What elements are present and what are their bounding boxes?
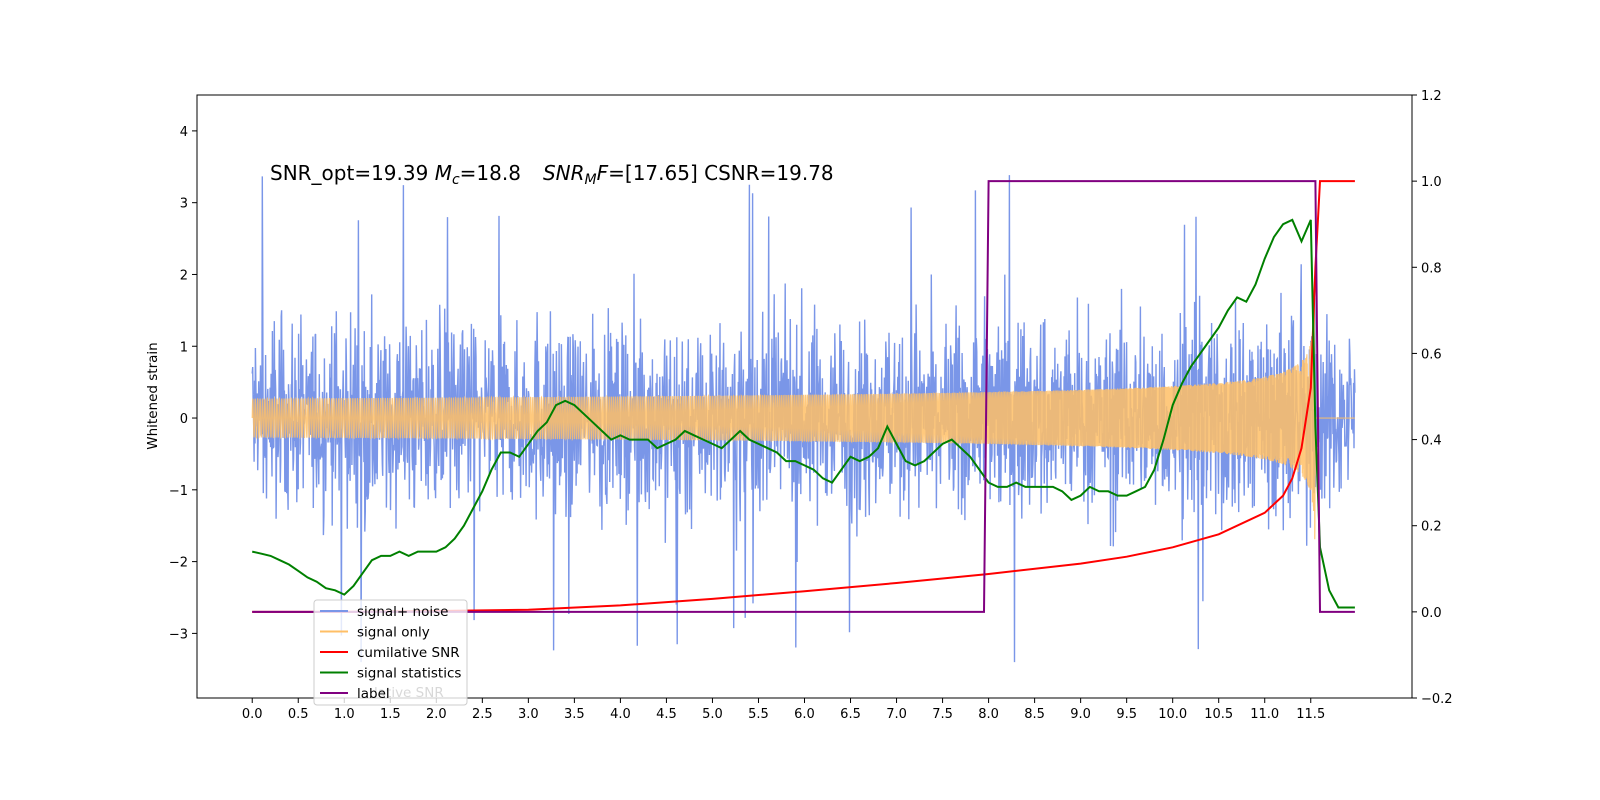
x-tick-label: 0.0 xyxy=(242,707,263,722)
x-tick-label: 6.0 xyxy=(794,707,815,722)
y-right-tick-label: 0.2 xyxy=(1421,520,1442,535)
annotation-mf-tail: F xyxy=(597,161,609,185)
annotation-mc-symbol: M xyxy=(435,161,452,185)
series-signal-only xyxy=(251,303,1355,540)
x-tick-label: 10.0 xyxy=(1158,707,1187,722)
x-tick-label: 3.0 xyxy=(518,707,539,722)
x-tick-label: 3.5 xyxy=(564,707,585,722)
annotation-mf-symbol: SNR xyxy=(543,161,585,185)
x-tick-label: 4.5 xyxy=(656,707,677,722)
y-right-tick-label: 1.2 xyxy=(1421,89,1442,104)
x-tick-label: 2.0 xyxy=(426,707,447,722)
legend-entry-label: label xyxy=(357,686,390,702)
series-label xyxy=(252,180,1355,613)
y-left-tick-label: −1 xyxy=(169,484,188,499)
annotation-mf-sub: M xyxy=(585,172,597,188)
annotation-mc-sub: c xyxy=(452,172,460,188)
y-left-tick-label: 0 xyxy=(180,412,188,427)
x-tick-label: 5.5 xyxy=(748,707,769,722)
legend-entry-label: cumilative SNR xyxy=(357,645,460,661)
y-right-tick-label: 0.6 xyxy=(1421,347,1442,362)
y-left-tick-label: −2 xyxy=(169,556,188,571)
y-right-tick-label: 1.0 xyxy=(1421,175,1442,190)
annotation-prefix: SNR_opt=19.39 xyxy=(270,161,435,185)
y-axis-left: −3 −2 −1 0 1 2 3 4 xyxy=(169,125,197,642)
series-layer xyxy=(251,175,1356,663)
x-tick-label: 2.5 xyxy=(472,707,493,722)
x-tick-label: 9.5 xyxy=(1116,707,1137,722)
y-left-tick-label: 4 xyxy=(180,125,188,140)
x-tick-label: 6.5 xyxy=(840,707,861,722)
chart-annotation: SNR_opt=19.39 Mc=18.8 SNRMF=[17.65] CSNR=… xyxy=(270,161,834,188)
legend-box xyxy=(313,599,468,706)
x-tick-label: 7.0 xyxy=(886,707,907,722)
x-tick-label: 7.5 xyxy=(932,707,953,722)
x-tick-label: 9.0 xyxy=(1070,707,1091,722)
x-axis: 0.0 0.5 1.0 1.5 2.0 2.5 3.0 3.5 4.0 4.5 5.0 5.5 6.0 6… xyxy=(242,698,1325,722)
y-right-tick-label: −0.2 xyxy=(1421,692,1453,707)
annotation-mc-value: =18.8 xyxy=(460,161,521,185)
y-right-tick-label: 0.8 xyxy=(1421,261,1442,276)
legend-ghost-text: lative SNR xyxy=(374,685,444,701)
x-tick-label: 10.5 xyxy=(1204,707,1233,722)
x-tick-label: 8.5 xyxy=(1024,707,1045,722)
x-tick-label: 0.5 xyxy=(288,707,309,722)
y-left-tick-label: 1 xyxy=(180,340,188,355)
series-signal-statistics xyxy=(251,218,1355,609)
x-tick-label: 11.5 xyxy=(1296,707,1325,722)
x-tick-label: 8.0 xyxy=(978,707,999,722)
y-left-tick-label: 3 xyxy=(180,197,188,212)
series-cumilative-snr xyxy=(252,180,1355,613)
x-tick-label: 5.0 xyxy=(702,707,723,722)
y-left-tick-label: 2 xyxy=(180,268,188,283)
legend-entry-label: signal only xyxy=(357,625,430,641)
legend-entry-label: signal statistics xyxy=(357,666,461,682)
y-right-tick-label: 0.4 xyxy=(1421,434,1442,449)
x-tick-label: 11.0 xyxy=(1250,707,1279,722)
annotation-mf-value: =[17.65] CSNR=19.78 xyxy=(608,161,834,185)
legend-entry-label: signal+ noise xyxy=(357,604,448,620)
x-tick-label: 4.0 xyxy=(610,707,631,722)
y-left-tick-label: −3 xyxy=(169,627,188,642)
x-tick-label: 1.0 xyxy=(334,707,355,722)
y-right-tick-label: 0.0 xyxy=(1421,606,1442,621)
y-axis-right: −0.2 0.0 0.2 0.4 0.6 0.8 1.0 1.2 xyxy=(1412,89,1453,707)
x-tick-label: 1.5 xyxy=(380,707,401,722)
y-axis-label: Whitened strain xyxy=(145,342,161,449)
legend: lative SNR signal+ noise signal only cumila… xyxy=(313,599,468,706)
